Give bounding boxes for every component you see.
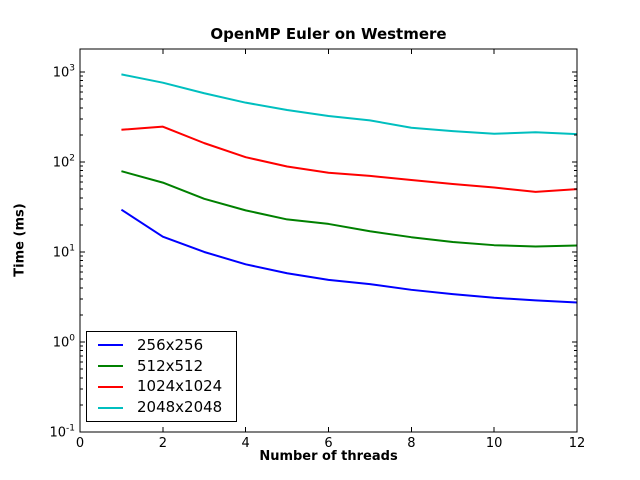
x-axis-tick-label: 8 [407,436,415,451]
legend-label: 2048x2048 [137,398,223,417]
legend-line-sample [98,365,123,368]
x-axis-tick-label: 12 [569,436,586,451]
legend-label: 512x512 [137,356,204,375]
x-axis-tick-label: 10 [486,436,503,451]
legend: 256x256 512x512 1024x1024 2048x2048 [86,331,237,422]
legend-item: 2048x2048 [98,397,236,418]
y-axis-tick-label: 102 [53,153,75,170]
legend-line-sample [98,406,123,409]
y-axis-label: Time (ms) [12,203,28,277]
legend-line-sample [98,385,123,388]
x-axis-tick-label: 6 [324,436,332,451]
y-axis-tick-label: 101 [53,243,75,260]
legend-label: 1024x1024 [137,377,223,396]
legend-item: 512x512 [98,356,236,377]
y-axis-tick-label: 10-1 [49,424,75,441]
series-line-1024x1024 [121,125,578,193]
series-line-256x256 [120,208,578,304]
legend-line-sample [98,344,123,347]
legend-item: 1024x1024 [98,377,236,398]
x-axis-tick-label: 2 [159,436,167,451]
legend-item: 256x256 [98,335,236,356]
y-axis-tick-label: 103 [53,63,75,80]
x-axis-tick-label: 0 [76,436,84,451]
series-line-2048x2048 [121,73,578,136]
series-line-512x512 [121,170,578,248]
chart-title: OpenMP Euler on Westmere [210,25,447,43]
legend-label: 256x256 [137,335,204,354]
x-axis-tick-label: 4 [242,436,250,451]
x-axis-label: Number of threads [259,449,398,464]
y-axis-tick-label: 100 [53,333,76,350]
